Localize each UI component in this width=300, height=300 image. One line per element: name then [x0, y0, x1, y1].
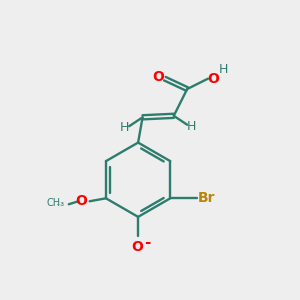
Text: O: O	[207, 72, 219, 86]
Text: CH₃: CH₃	[47, 198, 65, 208]
Text: H: H	[120, 121, 129, 134]
Text: Br: Br	[198, 191, 215, 205]
Text: O: O	[75, 194, 87, 208]
Text: -: -	[144, 235, 151, 250]
Text: O: O	[132, 240, 143, 254]
Text: H: H	[219, 63, 228, 76]
Text: O: O	[152, 70, 164, 84]
Text: methoxy: methoxy	[57, 204, 63, 205]
Text: H: H	[187, 120, 196, 133]
